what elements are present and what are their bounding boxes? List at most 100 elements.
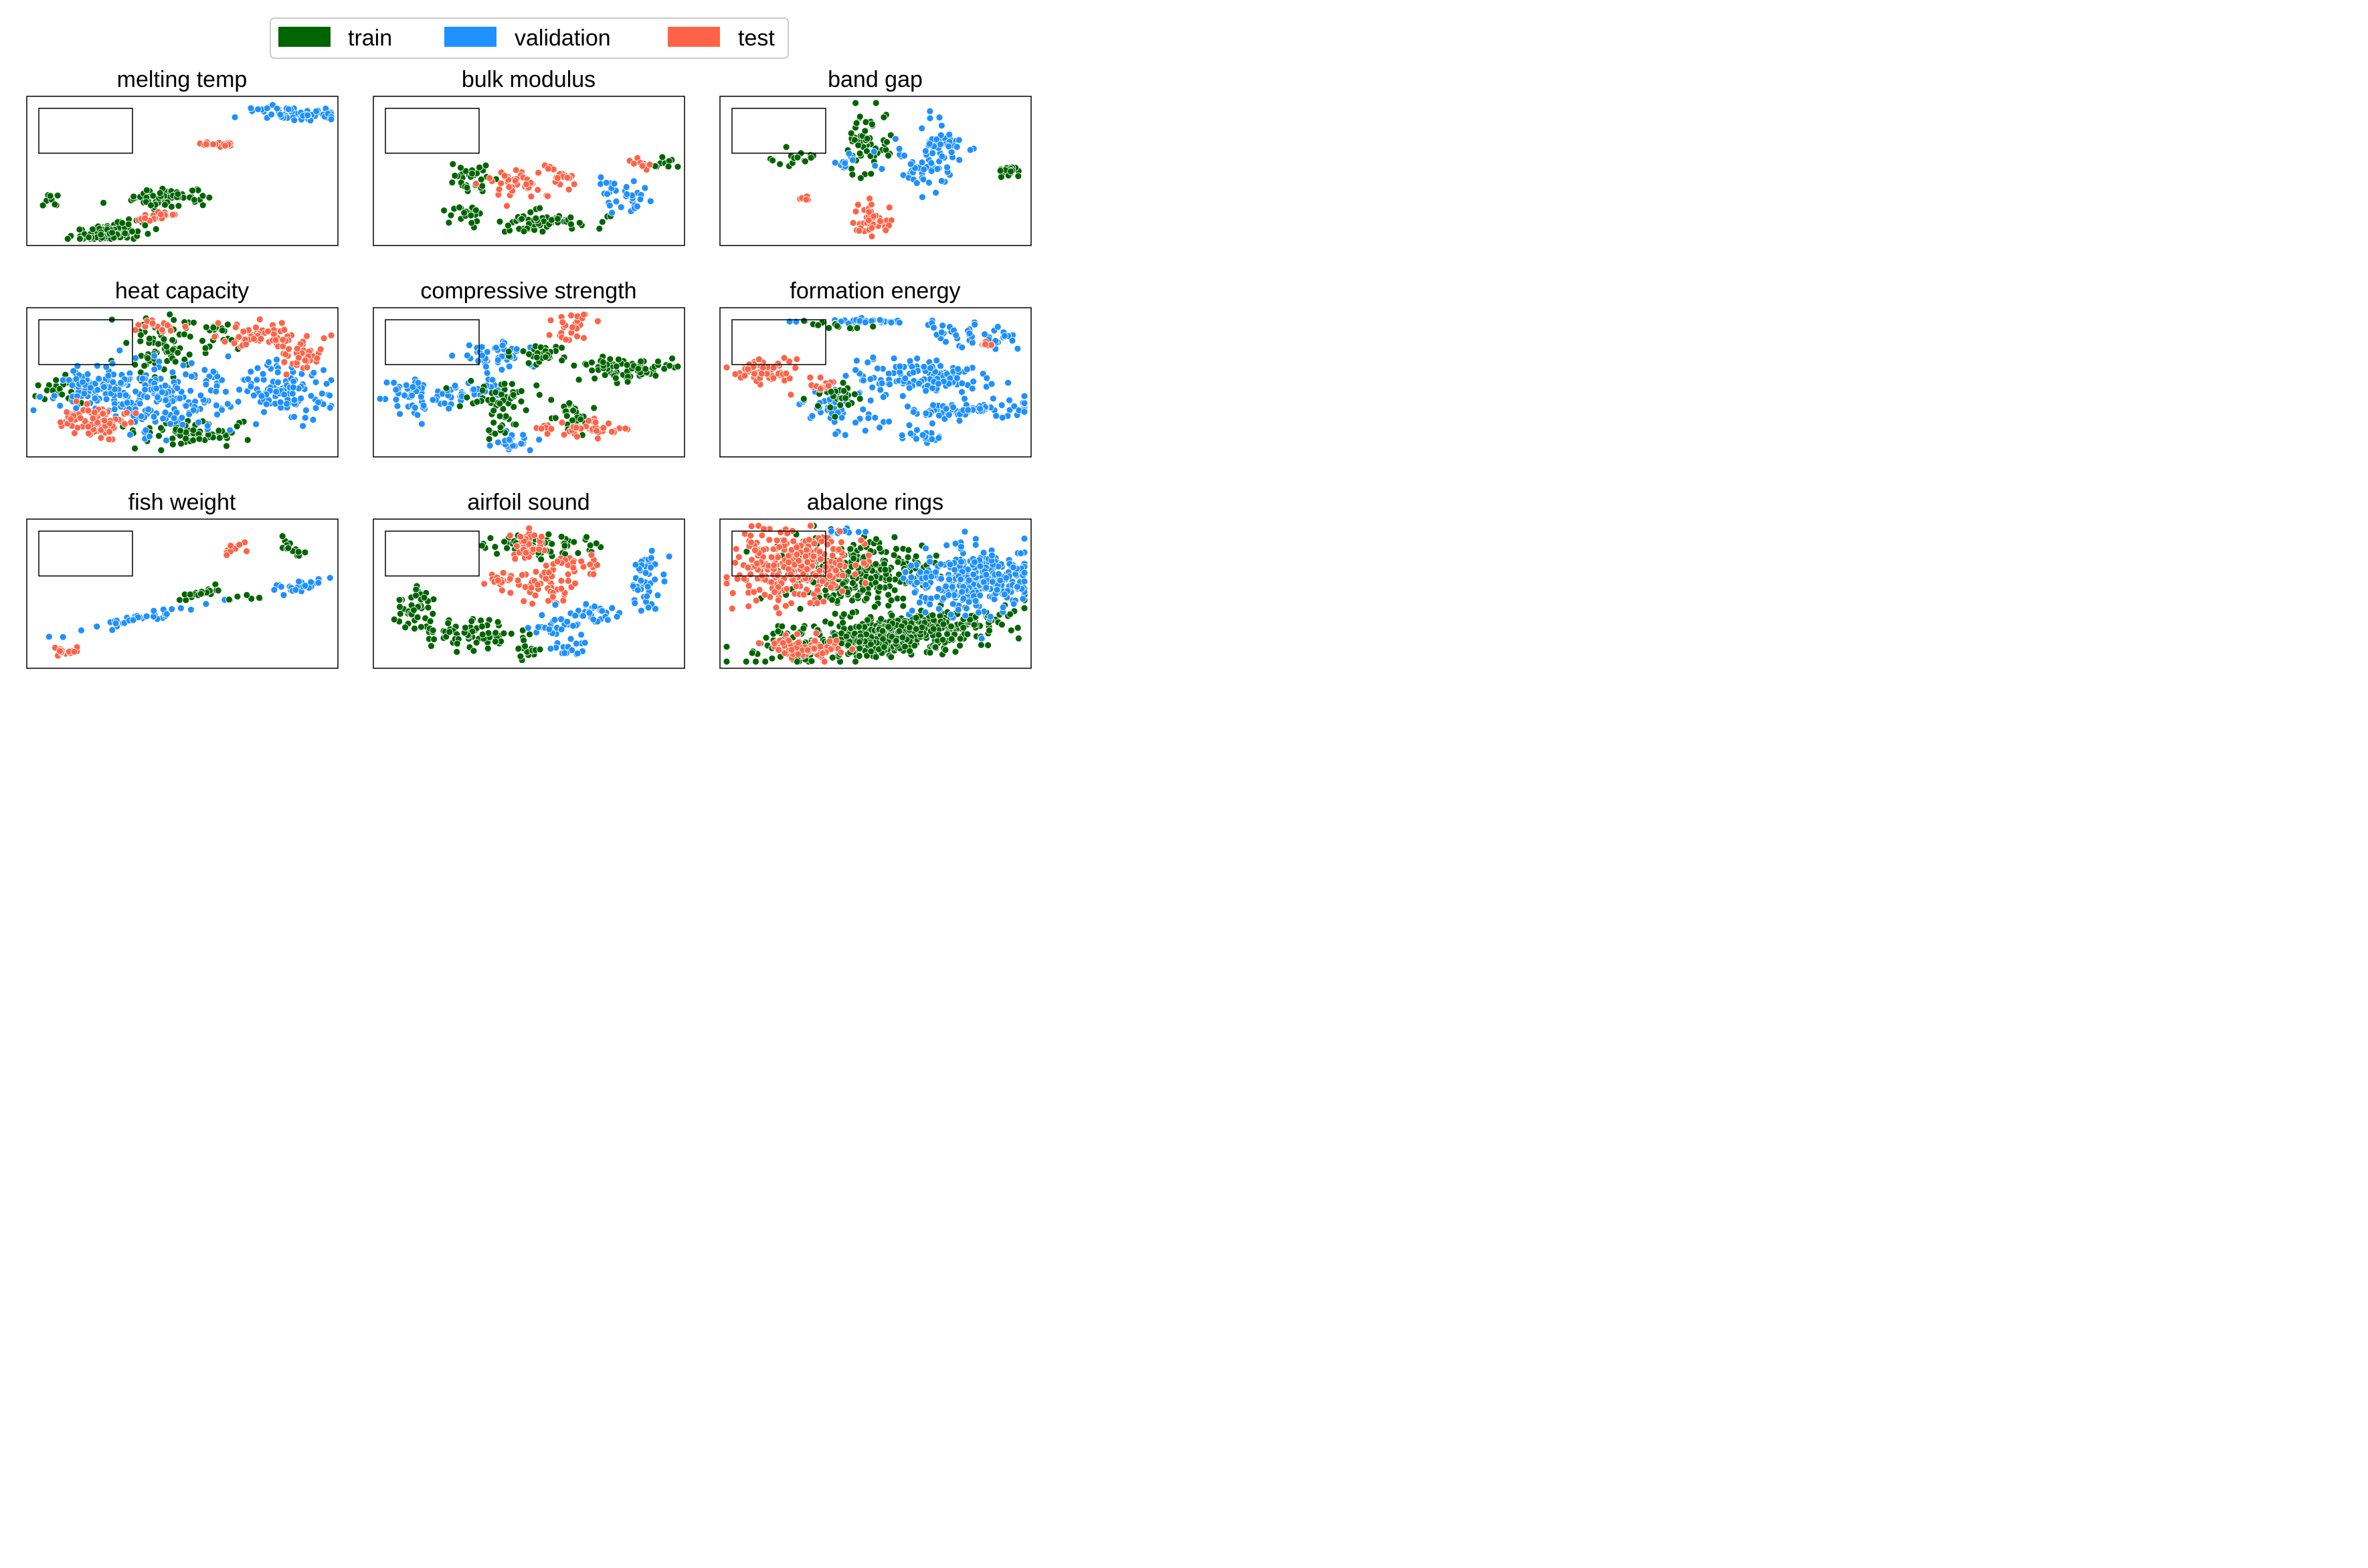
- point-validation: [958, 388, 966, 396]
- point-validation: [91, 380, 99, 387]
- point-test: [824, 382, 832, 390]
- point-validation: [832, 430, 840, 438]
- point-validation: [132, 355, 140, 362]
- point-test: [513, 543, 521, 550]
- point-train: [880, 113, 888, 121]
- point-validation: [970, 571, 978, 579]
- point-train: [468, 617, 476, 625]
- inset-box: [38, 530, 133, 577]
- point-validation: [917, 568, 924, 576]
- point-validation: [569, 622, 577, 629]
- point-validation: [968, 385, 976, 393]
- point-validation: [644, 583, 652, 591]
- point-test: [557, 585, 565, 593]
- point-validation: [327, 115, 335, 123]
- point-test: [301, 357, 309, 365]
- point-validation: [896, 363, 904, 370]
- point-train: [468, 170, 476, 177]
- point-test: [593, 427, 600, 435]
- point-validation: [647, 554, 655, 562]
- point-test: [855, 227, 863, 235]
- point-train: [876, 583, 884, 591]
- point-train: [97, 231, 105, 239]
- point-validation: [933, 135, 941, 143]
- point-test: [729, 589, 737, 597]
- point-train: [449, 160, 457, 168]
- point-train: [536, 646, 544, 654]
- point-validation: [941, 415, 949, 423]
- point-validation: [989, 395, 997, 403]
- point-train: [547, 396, 555, 404]
- point-test: [600, 424, 608, 432]
- point-validation: [972, 597, 980, 605]
- point-test: [774, 583, 782, 591]
- point-test: [767, 553, 776, 561]
- point-test: [280, 326, 288, 334]
- point-train: [814, 321, 822, 329]
- point-train: [901, 643, 909, 650]
- point-test: [793, 543, 801, 551]
- point-validation: [270, 586, 278, 594]
- point-validation: [223, 400, 232, 408]
- point-validation: [93, 623, 101, 630]
- point-train: [256, 594, 263, 601]
- point-validation: [964, 365, 971, 373]
- panel-title: abalone rings: [807, 490, 943, 515]
- point-train: [872, 99, 880, 107]
- point-validation: [969, 339, 976, 347]
- inset-box: [731, 319, 826, 365]
- point-train: [390, 615, 398, 623]
- point-train: [846, 545, 854, 553]
- point-validation: [920, 363, 928, 371]
- point-train: [548, 540, 556, 548]
- point-test: [498, 587, 506, 594]
- point-validation: [927, 573, 935, 581]
- point-train: [429, 626, 437, 634]
- point-validation: [169, 369, 177, 376]
- point-test: [70, 648, 78, 656]
- point-train: [859, 586, 867, 594]
- legend-label-test: test: [738, 25, 775, 51]
- point-validation: [958, 558, 965, 566]
- point-train: [215, 434, 223, 442]
- point-validation: [212, 387, 220, 395]
- point-train: [428, 642, 435, 650]
- point-validation: [871, 414, 879, 421]
- point-test: [494, 577, 502, 585]
- point-validation: [535, 435, 543, 444]
- point-test: [758, 531, 766, 539]
- point-train: [867, 170, 875, 178]
- point-validation: [301, 414, 309, 421]
- point-train: [802, 157, 809, 165]
- scatter-points: [45, 532, 334, 660]
- point-train: [912, 553, 920, 560]
- point-validation: [982, 584, 990, 591]
- point-train: [512, 421, 520, 428]
- point-validation: [651, 575, 659, 583]
- point-validation: [937, 140, 944, 149]
- point-validation: [483, 369, 491, 377]
- point-validation: [927, 167, 935, 175]
- point-validation: [887, 318, 895, 326]
- point-validation: [961, 528, 969, 536]
- point-train: [598, 218, 606, 226]
- point-validation: [949, 403, 957, 411]
- point-train: [852, 658, 859, 666]
- point-train: [420, 594, 428, 601]
- point-validation: [153, 385, 161, 393]
- point-train: [1007, 167, 1014, 175]
- point-test: [854, 201, 862, 209]
- point-test: [735, 553, 743, 561]
- point-validation: [268, 110, 276, 118]
- point-validation: [519, 431, 527, 439]
- point-test: [786, 375, 794, 382]
- point-train: [201, 345, 209, 352]
- scatter-panel: [719, 307, 1032, 458]
- point-validation: [582, 600, 590, 608]
- point-test: [852, 561, 860, 569]
- point-train: [467, 211, 475, 219]
- point-validation: [414, 411, 422, 419]
- point-validation: [909, 408, 917, 416]
- point-validation: [283, 400, 290, 407]
- point-validation: [841, 159, 849, 167]
